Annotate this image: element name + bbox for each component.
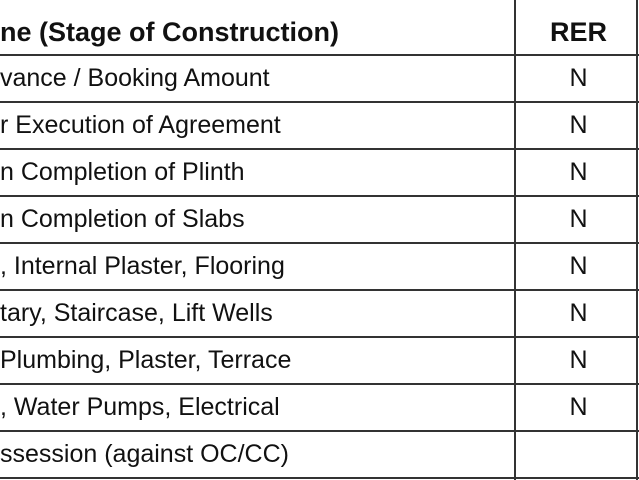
- row-divider: [0, 477, 639, 479]
- table-cell: RER: [549, 17, 607, 47]
- table-cell: ne (Stage of Construction): [0, 17, 339, 47]
- row-divider: [0, 336, 639, 338]
- table-cell: tary, Staircase, Lift Wells: [0, 299, 273, 327]
- column-divider: [636, 0, 638, 480]
- table-cell: N: [569, 205, 588, 233]
- column-divider: [514, 0, 516, 480]
- table-cell: n Completion of Plinth: [0, 158, 245, 186]
- row-divider: [0, 54, 639, 56]
- table-cell: N: [569, 158, 588, 186]
- table-cell: r Execution of Agreement: [0, 111, 281, 139]
- table-cell: N: [569, 111, 588, 139]
- table-cell: Plumbing, Plaster, Terrace: [0, 346, 292, 374]
- table-cell: N: [569, 252, 588, 280]
- row-divider: [0, 195, 639, 197]
- table-cell: vance / Booking Amount: [0, 64, 270, 92]
- row-divider: [0, 101, 639, 103]
- row-divider: [0, 430, 639, 432]
- table-cell: N: [569, 299, 588, 327]
- row-divider: [0, 242, 639, 244]
- row-divider: [0, 289, 639, 291]
- table-cell: n Completion of Slabs: [0, 205, 245, 233]
- table-cell: , Internal Plaster, Flooring: [0, 252, 285, 280]
- table-cell: ssession (against OC/CC): [0, 440, 289, 468]
- table-cell: N: [569, 393, 588, 421]
- row-divider: [0, 148, 639, 150]
- table-cell: , Water Pumps, Electrical: [0, 393, 280, 421]
- table-cell: N: [569, 64, 588, 92]
- table-cell: N: [569, 346, 588, 374]
- row-divider: [0, 383, 639, 385]
